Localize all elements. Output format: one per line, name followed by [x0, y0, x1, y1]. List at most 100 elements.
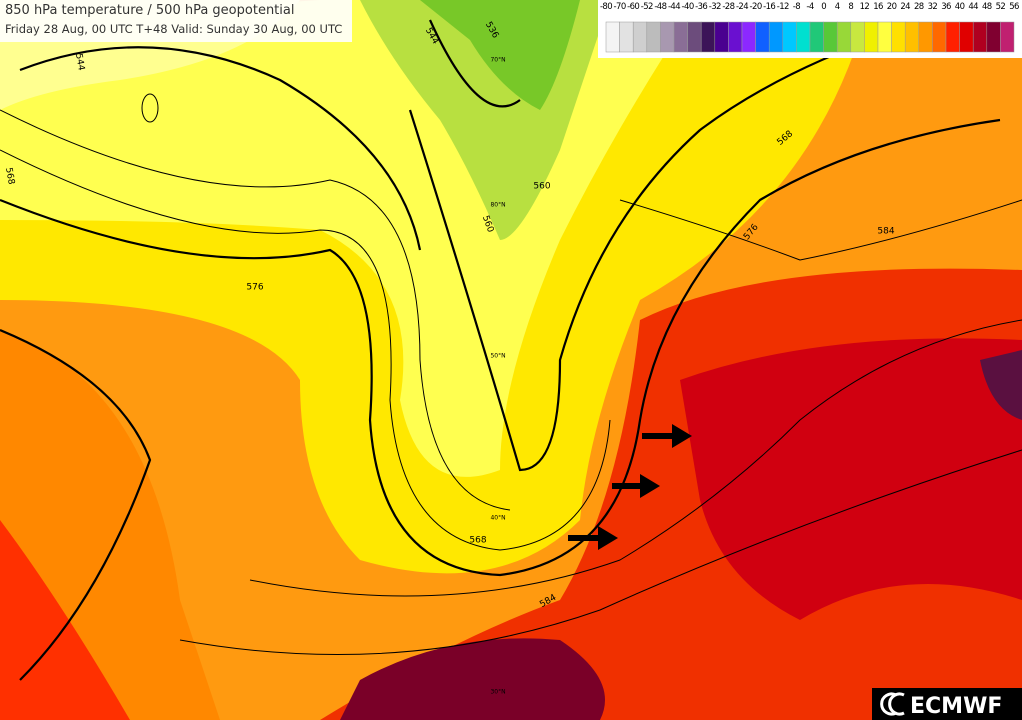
- legend-swatch: [972, 21, 988, 53]
- legend-swatch: [646, 21, 661, 53]
- legend-swatch: [864, 21, 879, 53]
- legend-label: -32: [709, 2, 721, 12]
- title: 850 hPa temperature / 500 hPa geopotenti…: [5, 3, 294, 18]
- legend-label: 44: [968, 2, 978, 12]
- legend-label: 24: [900, 2, 910, 12]
- contour: [619, 199, 1022, 261]
- legend-label: -12: [777, 2, 789, 12]
- legend-swatch: [1000, 21, 1015, 53]
- subtitle: Friday 28 Aug, 00 UTC T+48 Valid: Sunday…: [5, 22, 342, 36]
- legend-swatch: [619, 21, 634, 53]
- legend-label: 48: [982, 2, 992, 12]
- legend-label: 56: [1009, 2, 1019, 12]
- latitude-label: 50°N: [490, 353, 505, 360]
- legend-label: -60: [627, 2, 639, 12]
- latitude-label: 70°N: [490, 57, 505, 64]
- legend-swatch: [632, 21, 648, 53]
- legend-swatch: [782, 21, 797, 53]
- legend-swatch: [673, 21, 688, 53]
- contours: [0, 93, 1022, 656]
- legend-swatch: [605, 21, 620, 53]
- legend-swatch: [904, 21, 920, 53]
- arrow-head: [672, 424, 692, 448]
- contour-label: 568: [469, 536, 486, 546]
- hot-area: [680, 338, 1022, 620]
- legend-label: -52: [641, 2, 653, 12]
- contour: [141, 93, 159, 123]
- contour: [19, 46, 422, 251]
- legend-label: 36: [941, 2, 951, 12]
- legend-label: 32: [928, 2, 938, 12]
- contour: [0, 149, 611, 551]
- legend-label: -20: [750, 2, 762, 12]
- latitude-label: 80°N: [490, 202, 505, 209]
- legend-label: -80: [600, 2, 612, 12]
- legend-swatch: [755, 21, 770, 53]
- legend-swatch: [836, 21, 852, 53]
- arrow-head: [598, 526, 618, 550]
- legend-label: -48: [654, 2, 666, 12]
- legend-label: 20: [887, 2, 897, 12]
- contour: [428, 19, 521, 108]
- very-hot-area: [340, 638, 605, 720]
- legend-label: 52: [996, 2, 1006, 12]
- logo-icon: [880, 692, 905, 716]
- legend-swatch: [796, 21, 811, 53]
- legend-label: -36: [695, 2, 707, 12]
- legend-swatch: [945, 21, 960, 53]
- legend-label: 16: [873, 2, 883, 12]
- logo: ECMWF: [910, 694, 1002, 719]
- legend-label: -70: [614, 2, 626, 12]
- legend-swatch: [687, 21, 702, 53]
- legend-label: 0: [821, 2, 826, 12]
- legend-label: 8: [848, 2, 853, 12]
- legend-label: 12: [860, 2, 870, 12]
- legend-swatch: [891, 21, 906, 53]
- legend-swatch: [714, 21, 729, 53]
- header-box: [0, 0, 352, 42]
- legend-label: -8: [793, 2, 800, 12]
- legend-swatch: [918, 21, 933, 53]
- contours: [0, 19, 1001, 681]
- contour-label: 576: [246, 283, 263, 293]
- contour-label: 544: [73, 53, 86, 72]
- legend-swatch: [877, 21, 892, 53]
- contour: [0, 328, 152, 681]
- legend-swatch: [741, 21, 756, 53]
- legend-label: 40: [955, 2, 965, 12]
- legend-swatch: [959, 21, 974, 53]
- legend-label: -4: [806, 2, 813, 12]
- cold-area: [420, 0, 580, 110]
- legend-label: -28: [722, 2, 734, 12]
- contour: [179, 449, 1022, 656]
- latitude-labels: 80°N 70°N 50°N 40°N 30°N: [490, 57, 505, 696]
- hot-area: [0, 520, 130, 720]
- latitude-label: 30°N: [490, 689, 505, 696]
- contour: [249, 319, 1022, 597]
- contour: [0, 109, 511, 511]
- legend-swatch: [700, 21, 716, 53]
- legend-label: 28: [914, 2, 924, 12]
- contour-label: 568: [3, 167, 16, 186]
- contour: [408, 28, 901, 472]
- latitude-label: 40°N: [490, 515, 505, 522]
- legend-swatch: [660, 21, 675, 53]
- legend-swatch: [850, 21, 865, 53]
- arrow-head: [640, 474, 660, 498]
- legend-swatch: [986, 21, 1001, 53]
- legend-swatch: [823, 21, 838, 53]
- legend-label: 4: [835, 2, 840, 12]
- contour-label: 560: [533, 182, 550, 192]
- legend-swatch: [768, 21, 784, 53]
- legend-swatch: [728, 21, 743, 53]
- very-hot-area: [980, 350, 1022, 420]
- contour-label: 584: [877, 227, 894, 237]
- legend: -80 -70 -60 -52 -48 -44 -40 -36 -32 -28 -24 -20 -16-…: [598, 0, 1022, 58]
- legend-label: -40: [682, 2, 694, 12]
- contour: [0, 118, 1001, 577]
- legend-label: -44: [668, 2, 680, 12]
- legend-swatch: [809, 21, 824, 53]
- legend-label: -16: [763, 2, 775, 12]
- arrows: [568, 424, 692, 550]
